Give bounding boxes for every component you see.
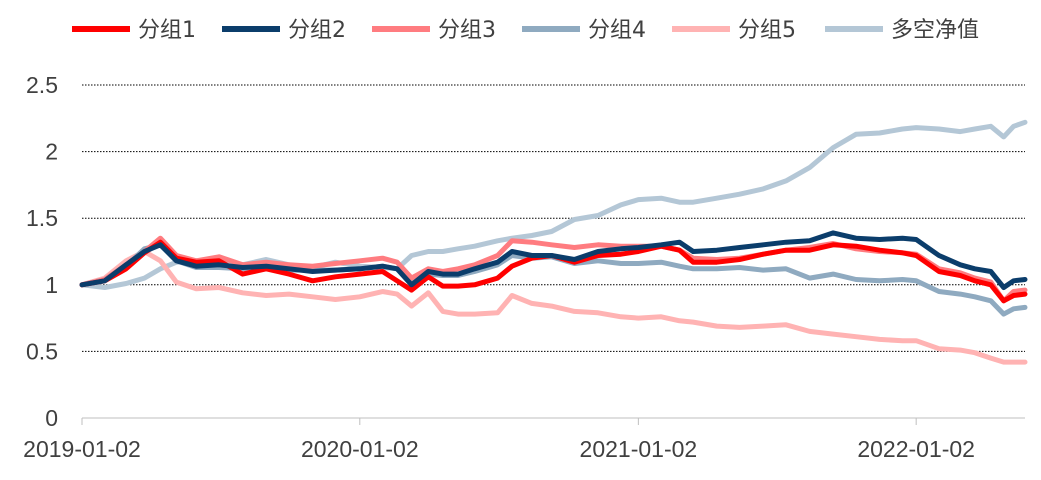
- legend-label: 多空净值: [891, 18, 979, 43]
- series-line-2: [79, 230, 1028, 290]
- grid-lines: [82, 84, 1025, 352]
- x-tick-label: 2020-01-02: [301, 436, 419, 462]
- legend-item-2: 分组2: [222, 18, 346, 43]
- legend-item-1: 分组1: [72, 18, 196, 43]
- legend-item-4: 分组4: [522, 18, 646, 43]
- legend-label: 分组4: [588, 18, 646, 43]
- legend-item-5: 分组5: [672, 18, 796, 43]
- x-tick-label: 2021-01-02: [580, 436, 698, 462]
- y-axis-tick-labels: 0 0.5 1 1.5 2 2.5: [26, 72, 58, 431]
- legend: 分组1 分组2 分组3 分组4 分组5 多空净值: [72, 18, 979, 43]
- legend-item-3: 分组3: [372, 18, 496, 43]
- legend-label: 分组2: [288, 18, 346, 43]
- legend-label: 分组5: [738, 18, 796, 43]
- legend-label: 分组1: [138, 18, 196, 43]
- legend-item-6: 多空净值: [825, 18, 979, 43]
- x-tick-label: 2022-01-02: [857, 436, 975, 462]
- y-tick-label: 1.5: [26, 205, 58, 231]
- series-line-1: [79, 239, 1028, 304]
- y-tick-label: 2: [45, 139, 58, 165]
- x-axis-tick-labels: 2019-01-02 2020-01-02 2021-01-02 2022-01-02: [23, 436, 975, 462]
- y-tick-label: 1: [45, 272, 58, 298]
- legend-label: 分组3: [438, 18, 496, 43]
- x-tick-label: 2019-01-02: [23, 436, 141, 462]
- y-tick-label: 2.5: [26, 72, 58, 98]
- series-line-5: [79, 249, 1028, 365]
- y-tick-label: 0.5: [26, 338, 58, 364]
- series-lines: [79, 119, 1028, 365]
- y-tick-label: 0: [45, 405, 58, 431]
- axes: [81, 417, 1025, 425]
